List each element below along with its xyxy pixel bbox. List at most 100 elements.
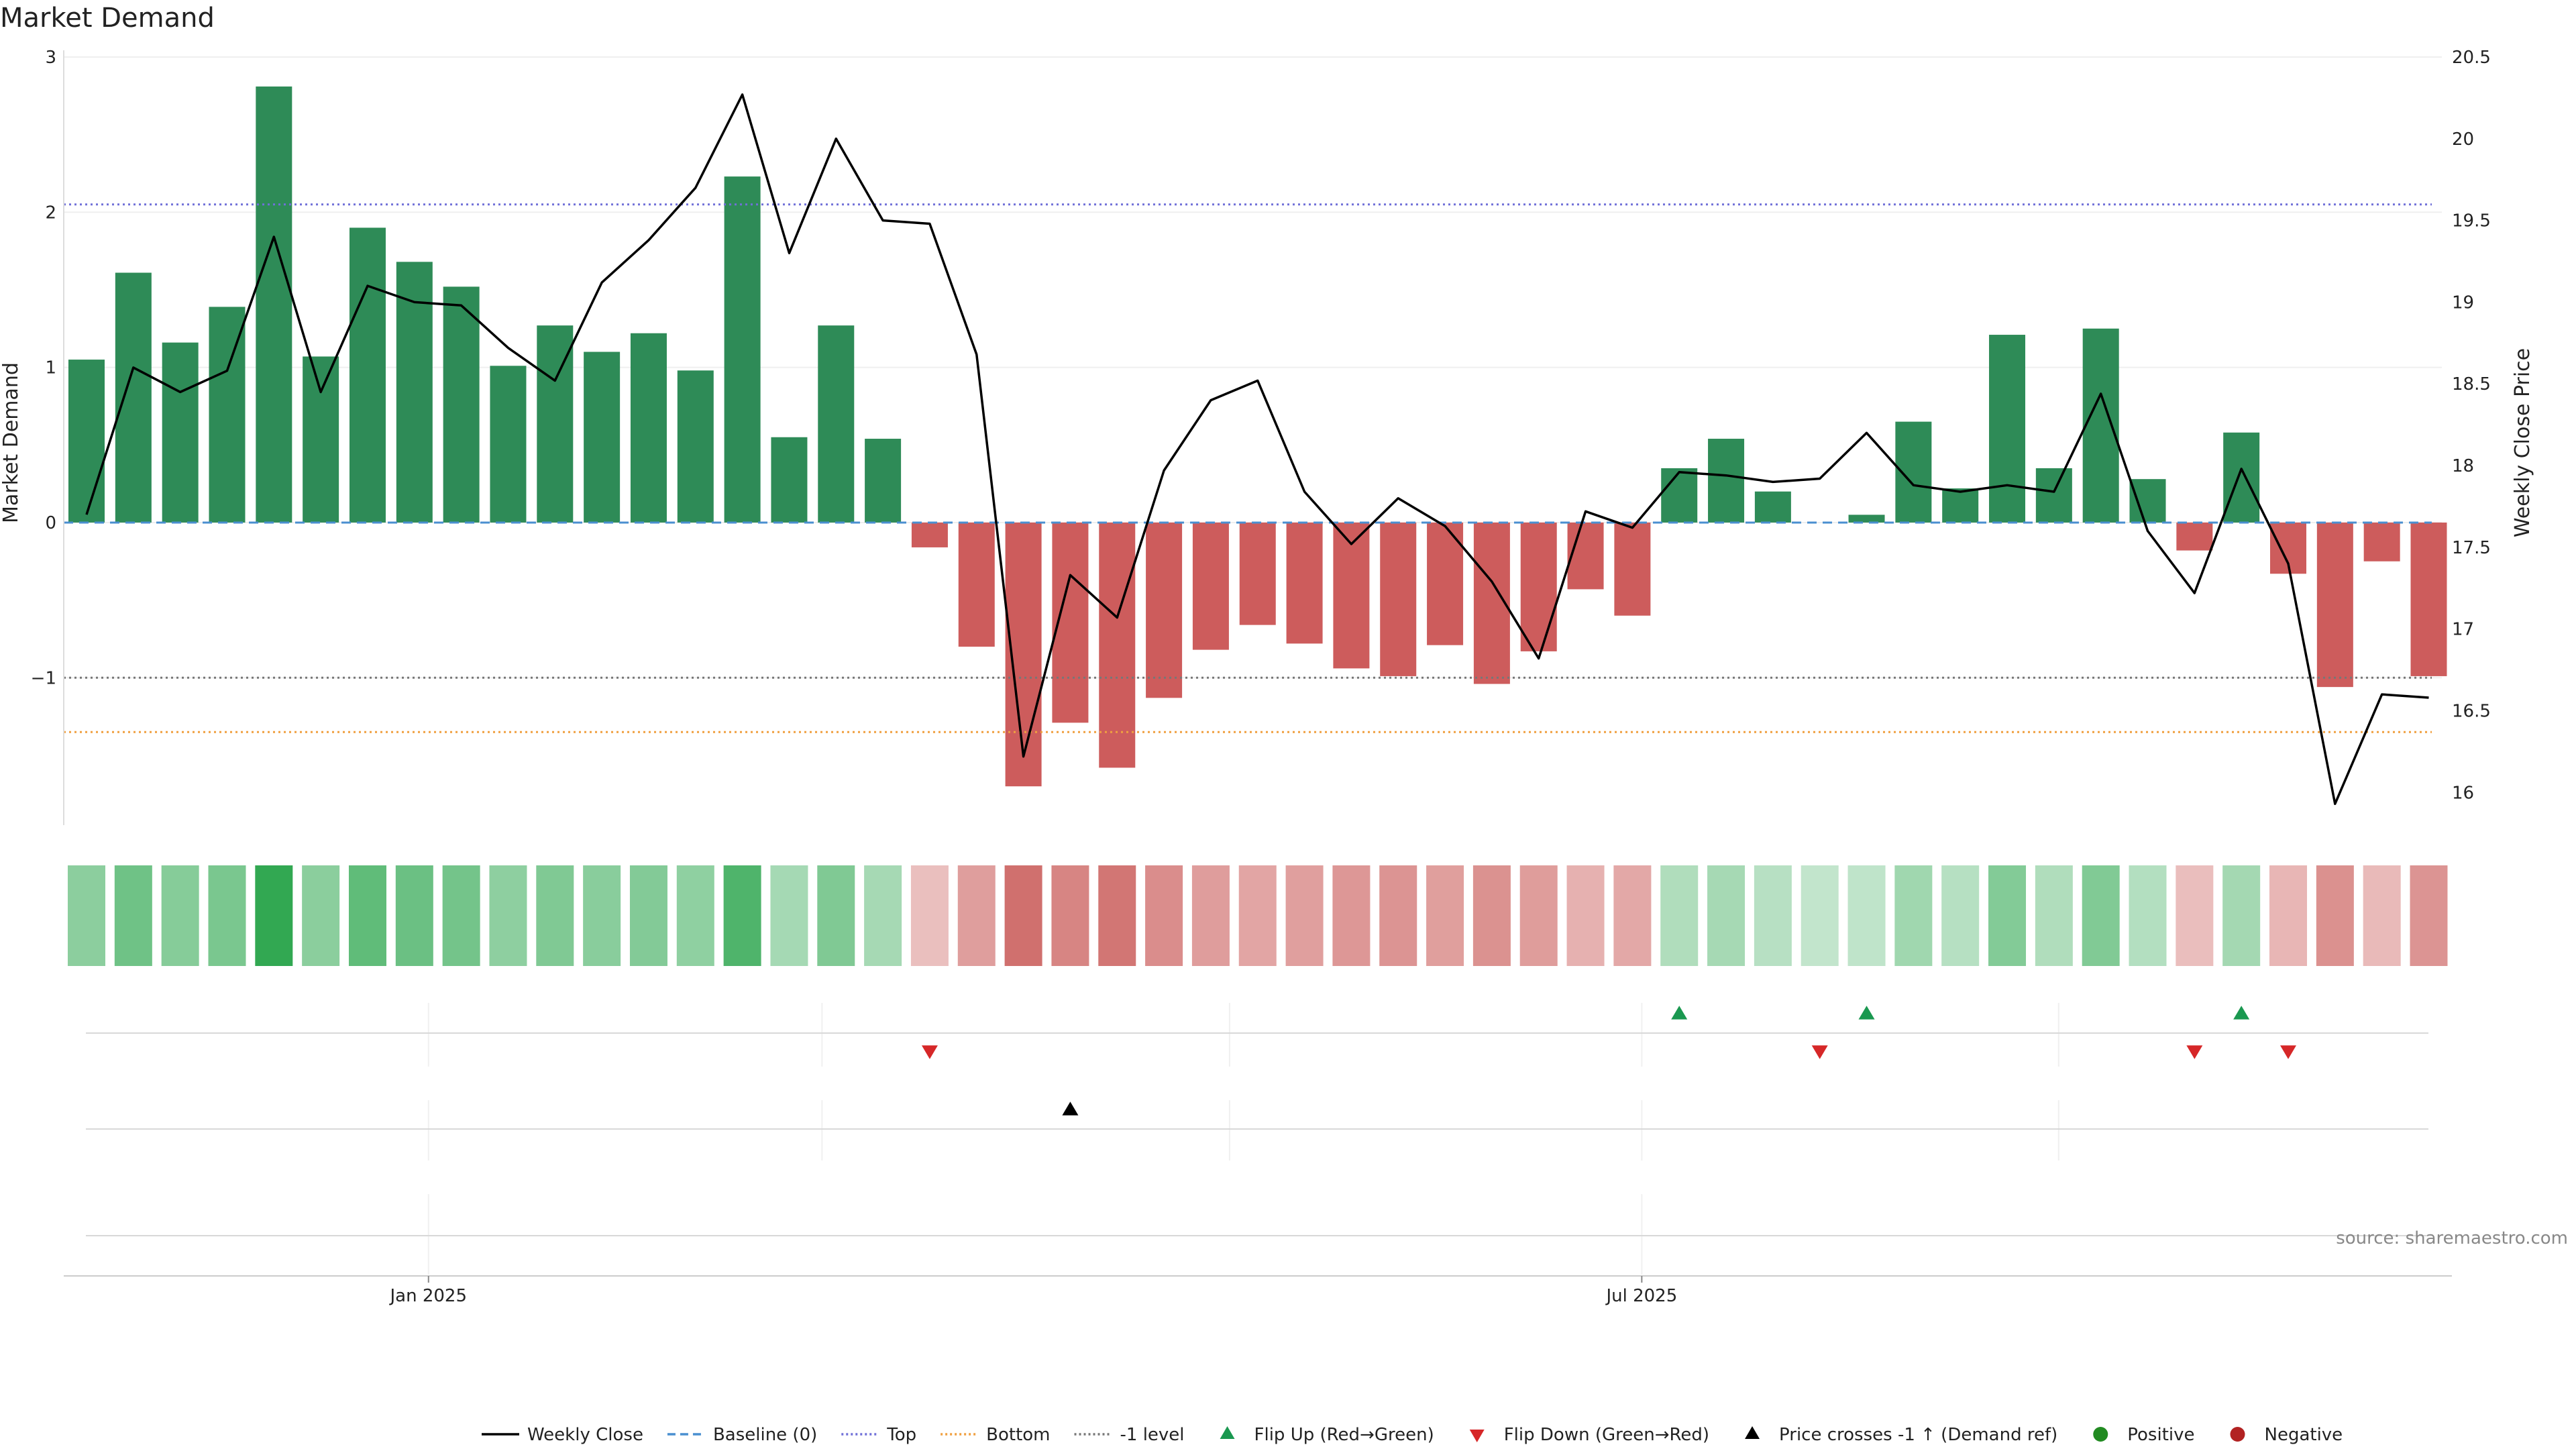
right-tick-label: 19 (2452, 292, 2474, 313)
heat-cell (1426, 865, 1464, 966)
legend-label: Price crosses -1 ↑ (Demand ref) (1779, 1425, 2057, 1445)
demand-bar (2223, 432, 2260, 523)
heat-cell (1285, 865, 1324, 966)
legend-label: Flip Up (Red→Green) (1254, 1425, 1434, 1445)
demand-bar (1286, 522, 1323, 644)
heat-cell (1098, 865, 1136, 966)
right-tick-label: 20.5 (2452, 48, 2491, 68)
heat-cell (1004, 865, 1042, 966)
heat-cell (1707, 865, 1746, 966)
demand-bar (1848, 515, 1885, 523)
flip-up-marker (2233, 1006, 2250, 1020)
heat-cell (1894, 865, 1933, 966)
chart-title: Market Demand (0, 3, 215, 34)
demand-bar (115, 272, 152, 523)
demand-bar (2129, 479, 2166, 523)
heat-cell (161, 865, 199, 966)
heat-cell (676, 865, 714, 966)
demand-bar (818, 325, 855, 523)
heat-cell (114, 865, 152, 966)
right-tick-label: 16 (2452, 783, 2474, 803)
heat-cell (1145, 865, 1183, 966)
legend-swatch (2230, 1427, 2245, 1442)
heat-cell (348, 865, 386, 966)
heat-cell (255, 865, 293, 966)
left-tick-label: −1 (31, 668, 56, 688)
right-tick-label: 18 (2452, 456, 2474, 476)
demand-bar (2410, 522, 2447, 676)
heat-cell (1660, 865, 1699, 966)
heat-cell (2363, 865, 2401, 966)
heat-cell (1332, 865, 1371, 966)
heat-cell (1801, 865, 1839, 966)
heat-cell (489, 865, 527, 966)
legend-swatch (1469, 1430, 1485, 1442)
heat-cell (442, 865, 480, 966)
demand-bar (584, 352, 621, 523)
heat-cell (583, 865, 621, 966)
left-axis-label: Market Demand (0, 362, 23, 523)
flip-down-marker (921, 1045, 938, 1059)
legend-label: Baseline (0) (713, 1425, 817, 1445)
right-axis-label: Weekly Close Price (2511, 348, 2534, 537)
demand-bar (1754, 491, 1791, 523)
demand-bar (1099, 522, 1136, 768)
right-tick-label: 17 (2452, 620, 2474, 640)
heat-cell (68, 865, 105, 966)
demand-bar (2316, 522, 2353, 688)
left-tick-label: 0 (45, 513, 56, 533)
flip-up-marker (1671, 1006, 1688, 1020)
weekly-close-line (85, 93, 2429, 806)
flip-down-marker (2186, 1045, 2203, 1059)
left-tick-label: 2 (45, 203, 56, 223)
heat-cell (1379, 865, 1417, 966)
legend-label: Negative (2265, 1425, 2343, 1445)
demand-bar (2176, 522, 2213, 551)
flip-down-marker (1811, 1045, 1828, 1059)
heat-cell (2176, 865, 2214, 966)
heat-cell (1613, 865, 1652, 966)
axes: 3 2 1 0 −1 20.5 20 19.5 19 18.5 18 17.5 17 16.5 16 Mark… (0, 48, 2534, 825)
demand-bar (1146, 522, 1183, 698)
heat-cell (723, 865, 761, 966)
heat-cell (1051, 865, 1089, 966)
legend-swatch (2093, 1427, 2108, 1442)
heat-cell (629, 865, 667, 966)
demand-bar (1708, 439, 1745, 523)
x-tick-label: Jan 2025 (389, 1286, 468, 1306)
x-axis: Jan 2025 Jul 2025 (64, 1275, 2452, 1306)
demand-bar (2363, 522, 2400, 561)
legend-swatch (1220, 1426, 1235, 1439)
demand-bar (256, 86, 292, 523)
heat-cell (817, 865, 855, 966)
heat-cell (2316, 865, 2354, 966)
demand-bar (630, 333, 667, 523)
legend-swatch (1745, 1426, 1760, 1439)
right-tick-label: 20 (2452, 129, 2474, 150)
demand-bar (1333, 522, 1370, 669)
legend-label: Weekly Close (527, 1425, 643, 1445)
heat-cell (2269, 865, 2308, 966)
legend-label: Bottom (986, 1425, 1050, 1445)
demand-bar (2082, 328, 2119, 523)
demand-bar (865, 439, 902, 523)
demand-bar (1520, 522, 1557, 651)
demand-bar (1567, 522, 1604, 590)
demand-bar (677, 370, 714, 523)
heat-cell (2222, 865, 2261, 966)
heat-cell (2129, 865, 2167, 966)
heat-cell (1847, 865, 1886, 966)
heat-cell (1238, 865, 1277, 966)
heat-cell (536, 865, 574, 966)
demand-bar (2035, 468, 2072, 523)
heat-strip (68, 865, 2448, 966)
legend-label: -1 level (1120, 1425, 1185, 1445)
demand-bar (490, 366, 527, 523)
price-cross-marker (1062, 1102, 1079, 1116)
demand-bar (1661, 468, 1698, 523)
demand-bar (349, 227, 386, 523)
demand-bar (303, 356, 339, 523)
demand-bars (68, 86, 2447, 787)
heat-cell (1191, 865, 1230, 966)
